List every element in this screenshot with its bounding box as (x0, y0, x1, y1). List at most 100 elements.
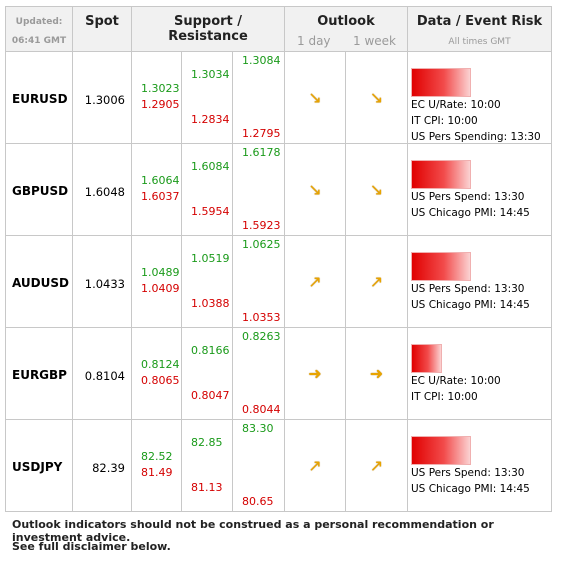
pair-cell: GBPUSD (5, 143, 73, 236)
event-risk-cell: EC U/Rate: 10:00 IT CPI: 10:00 (407, 327, 552, 420)
level1-cell: 1.3023 1.2905 (131, 51, 182, 144)
resistance-2: 0.8166 (191, 344, 230, 357)
outlook-day-cell: ↗ (284, 419, 346, 512)
level3-cell: 1.6178 1.5923 (232, 143, 285, 236)
resistance-3: 1.0625 (242, 238, 281, 251)
level1-cell: 0.8124 0.8065 (131, 327, 182, 420)
support-3: 80.65 (242, 495, 274, 508)
outlook-1week-label: 1 week (353, 34, 396, 48)
outlook-day-cell: ↘ (284, 143, 346, 236)
support-2: 1.5954 (191, 205, 230, 218)
event-item: US Pers Spend: 13:30 (411, 283, 525, 295)
event-item: US Chicago PMI: 14:45 (411, 299, 530, 311)
table-row: AUDUSD 1.0433 1.0489 1.0409 1.0519 1.038… (5, 235, 552, 328)
level3-cell: 83.30 80.65 (232, 419, 285, 512)
outlook-week-cell: ↗ (345, 235, 408, 328)
outlook-day-cell: ↗ (284, 235, 346, 328)
support-resistance-label: Support / Resistance (168, 14, 248, 44)
outlook-week-cell: ↘ (345, 51, 408, 144)
outlook-day-icon: ➜ (308, 364, 322, 383)
outlook-day-icon: ↗ (308, 456, 322, 475)
resistance-2: 1.0519 (191, 252, 230, 265)
event-item: US Chicago PMI: 14:45 (411, 207, 530, 219)
resistance-1: 1.3023 (141, 82, 180, 95)
support-2: 81.13 (191, 481, 223, 494)
outlook-week-icon: ↘ (369, 180, 384, 199)
level1-cell: 1.0489 1.0409 (131, 235, 182, 328)
event-risk-cell: US Pers Spend: 13:30 US Chicago PMI: 14:4… (407, 235, 552, 328)
event-risk-cell: US Pers Spend: 13:30 US Chicago PMI: 14:4… (407, 419, 552, 512)
pair-cell: EURGBP (5, 327, 73, 420)
outlook-1day-label: 1 day (297, 34, 331, 48)
event-item: IT CPI: 10:00 (411, 391, 478, 403)
spot-value: 1.6048 (84, 185, 125, 199)
outlook-week-cell: ↘ (345, 143, 408, 236)
outlook-day-icon: ↘ (308, 88, 322, 107)
outlook-week-icon: ➜ (369, 364, 384, 383)
level1-cell: 1.6064 1.6037 (131, 143, 182, 236)
event-risk-cell: US Pers Spend: 13:30 US Chicago PMI: 14:4… (407, 143, 552, 236)
level3-cell: 1.0625 1.0353 (232, 235, 285, 328)
spot-value: 0.8104 (84, 369, 125, 383)
disclaimer-line-1: Outlook indicators should not be constru… (12, 518, 494, 544)
event-risk-bar (411, 160, 471, 189)
updated-header: Updated: 06:41 GMT (5, 6, 73, 52)
event-risk-bar (411, 436, 471, 465)
support-2: 1.2834 (191, 113, 230, 126)
outlook-week-icon: ↗ (369, 456, 384, 475)
event-risk-bar (411, 344, 442, 373)
support-1: 1.6037 (141, 190, 180, 203)
spot-cell: 82.39 (72, 419, 132, 512)
all-times-label: All times GMT (448, 37, 511, 47)
spot-cell: 1.0433 (72, 235, 132, 328)
table-row: USDJPY 82.39 82.52 81.49 82.85 81.13 83.… (5, 419, 552, 512)
resistance-1: 1.0489 (141, 266, 180, 279)
outlook-week-cell: ➜ (345, 327, 408, 420)
updated-time: 06:41 GMT (11, 36, 67, 46)
table-row: EURUSD 1.3006 1.3023 1.2905 1.3034 1.283… (5, 51, 552, 144)
pair-label: GBPUSD (12, 184, 69, 198)
event-item: US Pers Spend: 13:30 (411, 467, 525, 479)
spot-value: 82.39 (92, 461, 125, 475)
pair-label: EURGBP (12, 368, 67, 382)
support-2: 0.8047 (191, 389, 230, 402)
resistance-1: 1.6064 (141, 174, 180, 187)
pair-label: USDJPY (12, 460, 63, 474)
event-item: US Pers Spending: 13:30 (411, 131, 541, 143)
spot-cell: 1.3006 (72, 51, 132, 144)
event-risk-label: Data / Event Risk (416, 14, 543, 29)
pair-cell: EURUSD (5, 51, 73, 144)
resistance-2: 1.6084 (191, 160, 230, 173)
outlook-week-cell: ↗ (345, 419, 408, 512)
level2-cell: 1.3034 1.2834 (181, 51, 233, 144)
level2-cell: 1.0519 1.0388 (181, 235, 233, 328)
event-item: US Chicago PMI: 14:45 (411, 483, 530, 495)
table-header-row: Updated: 06:41 GMT Spot Support / Resist… (5, 6, 552, 52)
event-risk-header: Data / Event Risk All times GMT (407, 6, 552, 52)
support-2: 1.0388 (191, 297, 230, 310)
outlook-day-icon: ↗ (308, 272, 322, 291)
updated-label: Updated: (15, 17, 63, 27)
level3-cell: 0.8263 0.8044 (232, 327, 285, 420)
spot-value: 1.3006 (84, 93, 125, 107)
pair-cell: USDJPY (5, 419, 73, 512)
support-3: 1.5923 (242, 219, 281, 232)
outlook-label: Outlook (317, 14, 375, 29)
outlook-header: Outlook 1 day 1 week (284, 6, 408, 52)
table-row: GBPUSD 1.6048 1.6064 1.6037 1.6084 1.595… (5, 143, 552, 236)
spot-cell: 0.8104 (72, 327, 132, 420)
event-item: EC U/Rate: 10:00 (411, 375, 501, 387)
outlook-week-icon: ↗ (369, 272, 384, 291)
pair-label: AUDUSD (12, 276, 69, 290)
outlook-day-icon: ↘ (308, 180, 322, 199)
support-3: 1.2795 (242, 127, 281, 140)
resistance-3: 1.3084 (242, 54, 281, 67)
event-risk-bar (411, 68, 471, 97)
resistance-2: 82.85 (191, 436, 223, 449)
event-item: EC U/Rate: 10:00 (411, 99, 501, 111)
level2-cell: 0.8166 0.8047 (181, 327, 233, 420)
table-row: EURGBP 0.8104 0.8124 0.8065 0.8166 0.804… (5, 327, 552, 420)
spot-header-label: Spot (85, 14, 119, 29)
support-1: 81.49 (141, 466, 173, 479)
resistance-3: 83.30 (242, 422, 274, 435)
